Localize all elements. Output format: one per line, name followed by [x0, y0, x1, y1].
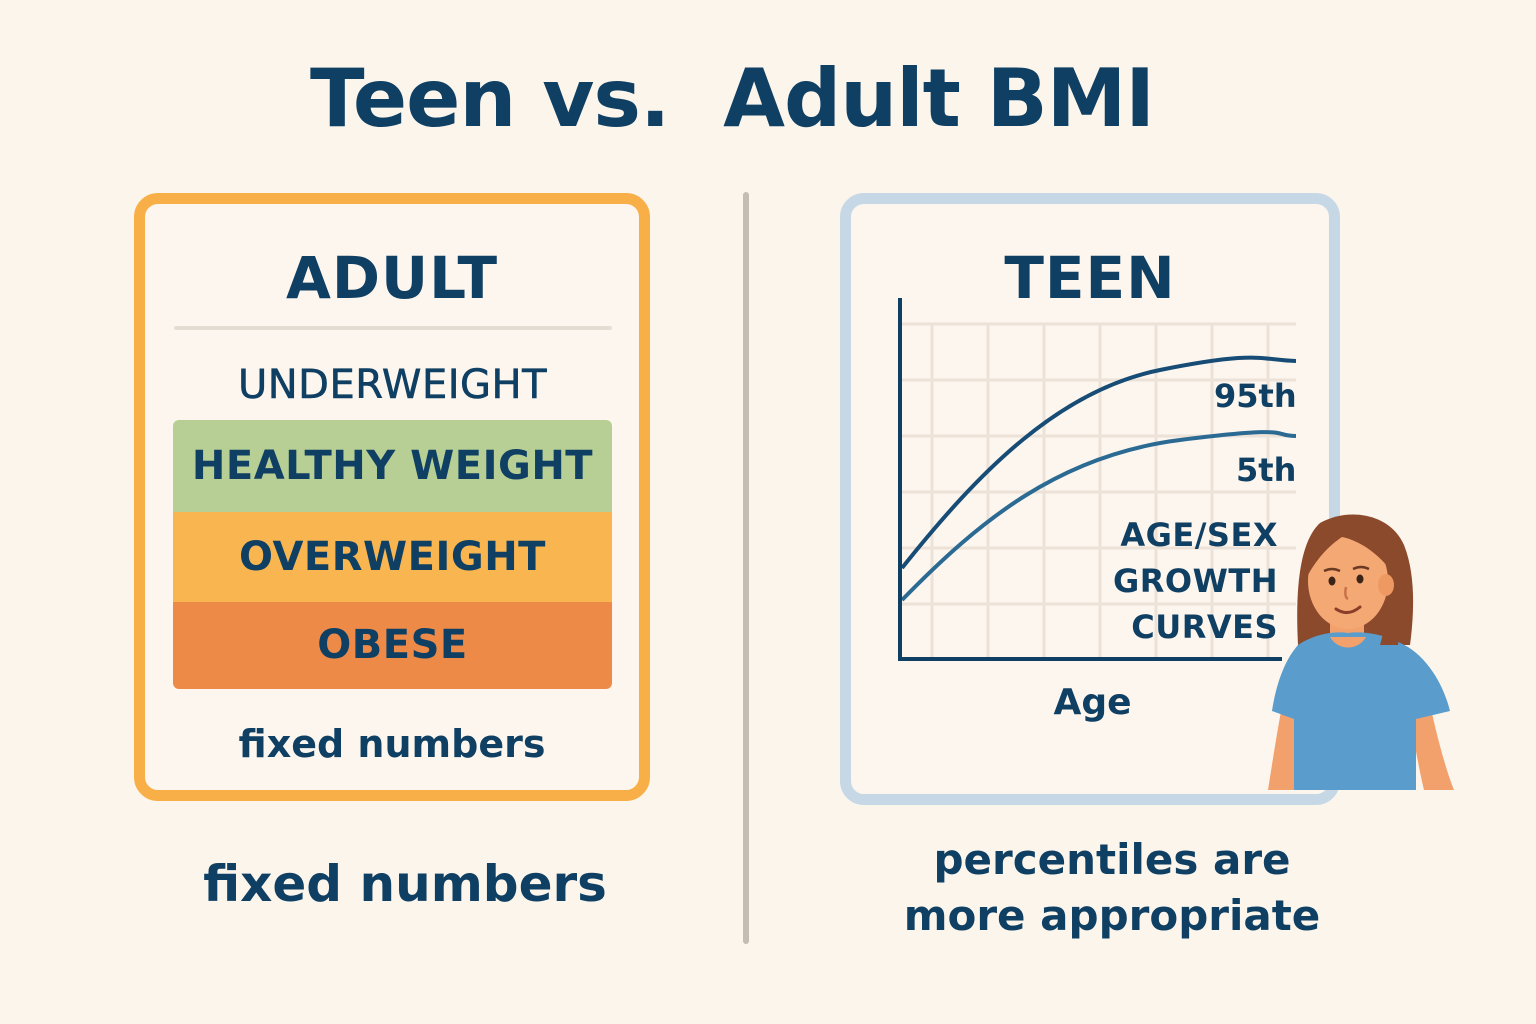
page-title: Teen vs. Adult BMI — [309, 52, 1155, 145]
center-divider — [743, 192, 749, 944]
curve-95th — [900, 355, 1297, 570]
growth-curves-label: AGE/SEX GROWTH CURVES — [1088, 512, 1278, 650]
growth-label-line: GROWTH — [1112, 562, 1278, 600]
category-underweight: UNDERWEIGHT — [237, 362, 548, 409]
growth-label-line: AGE/SEX — [1120, 516, 1278, 554]
teen-heading: TEEN — [1004, 244, 1176, 312]
adult-heading-rule — [174, 326, 612, 330]
adult-heading: ADULT — [285, 244, 499, 312]
adult-caption: fixed numbers — [203, 855, 607, 913]
teen-card: TEEN — [840, 193, 1340, 805]
adult-card-note: fixed numbers — [238, 722, 546, 766]
teen-girl-icon — [1268, 514, 1454, 790]
curve-label-95th: 95th — [1214, 377, 1297, 415]
adult-card: ADULT UNDERWEIGHT HEALTHY WEIGHT OVERWEI… — [134, 193, 650, 801]
curve-5th — [900, 430, 1297, 602]
teen-caption-line: more appropriate — [903, 891, 1321, 940]
category-overweight: OVERWEIGHT — [173, 512, 612, 602]
teen-caption: percentiles are more appropriate — [852, 832, 1372, 944]
category-obese: OBESE — [173, 602, 612, 689]
teen-caption-line: percentiles are — [933, 835, 1291, 884]
curve-label-5th: 5th — [1236, 451, 1297, 489]
category-healthy-weight: HEALTHY WEIGHT — [173, 420, 612, 512]
chart-grid — [902, 322, 1296, 658]
growth-label-line: CURVES — [1131, 608, 1278, 646]
x-axis-label: Age — [1053, 682, 1132, 723]
